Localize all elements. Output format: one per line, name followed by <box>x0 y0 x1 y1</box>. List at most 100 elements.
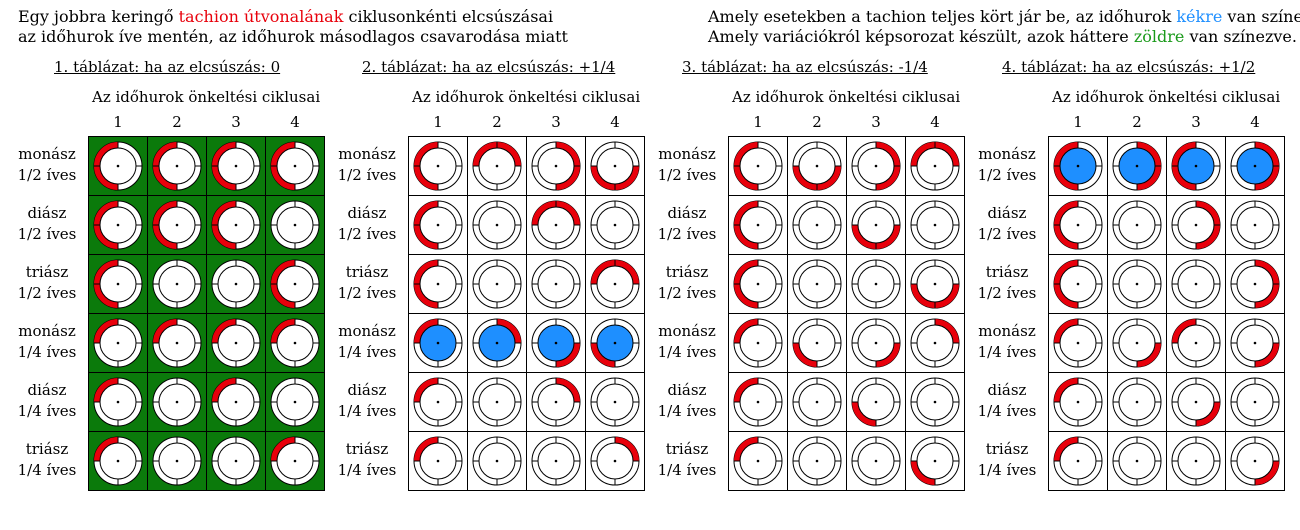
time-loop-dial <box>152 377 202 427</box>
grid-cell <box>586 373 644 431</box>
time-loop-dial <box>152 200 202 250</box>
row-label-arc: 1/4 íves <box>657 461 717 479</box>
dial-center-dot <box>436 223 440 227</box>
time-loop-dial <box>733 200 783 250</box>
grid-cell <box>468 314 526 372</box>
time-loop-dial <box>1053 318 1103 368</box>
dial-center-dot <box>234 223 238 227</box>
time-loop-dial <box>1171 200 1221 250</box>
grid-cell <box>148 255 206 313</box>
grid-cell <box>1049 137 1107 195</box>
table-title: 1. táblázat: ha az elcsúszás: 0 <box>54 58 281 76</box>
dial-center-dot <box>234 282 238 286</box>
header-right-line2: Amely variációkról képsorozat készült, a… <box>708 27 1300 47</box>
dial-center-dot <box>815 282 819 286</box>
dial-center-dot <box>1253 164 1257 168</box>
time-loop-dial <box>792 141 842 191</box>
row-label-arc: 1/2 íves <box>337 166 397 184</box>
grid-cell <box>586 137 644 195</box>
grid-cell <box>527 373 585 431</box>
grid-cell <box>1108 432 1166 490</box>
grid-cell <box>1049 314 1107 372</box>
header-left: Egy jobbra keringő tachion útvonalának c… <box>18 7 568 47</box>
grid-cell <box>729 196 787 254</box>
column-title: Az időhurok önkeltési ciklusai <box>732 88 961 106</box>
time-loop-dial <box>733 377 783 427</box>
grid-cell <box>89 255 147 313</box>
table-panel-3: 3. táblázat: ha az elcsúszás: -1/4 Az idő… <box>652 58 972 498</box>
time-loop-dial <box>472 141 522 191</box>
dial-center-dot <box>1076 164 1080 168</box>
column-title: Az időhurok önkeltési ciklusai <box>92 88 321 106</box>
table-panel-4: 4. táblázat: ha az elcsúszás: +1/2 Az idő… <box>972 58 1292 498</box>
row-label: triász 1/2 íves <box>972 262 1042 304</box>
dial-center-dot <box>815 459 819 463</box>
dial-center-dot <box>1076 282 1080 286</box>
tachion-path-arc <box>852 401 877 426</box>
time-loop-dial-blue <box>1053 141 1103 191</box>
grid-cell <box>906 432 964 490</box>
grid-cell <box>527 432 585 490</box>
grid-cell <box>409 137 467 195</box>
tachion-path-arc <box>1254 342 1279 367</box>
row-label-type: monász <box>658 322 716 340</box>
dial-center-dot <box>1194 459 1198 463</box>
time-loop-dial <box>590 200 640 250</box>
time-loop-dial <box>93 377 143 427</box>
time-loop-dial <box>270 200 320 250</box>
dial-center-dot <box>874 400 878 404</box>
dial-center-dot <box>756 223 760 227</box>
dial-center-dot <box>175 400 179 404</box>
grid-cell <box>266 314 324 372</box>
time-loop-dial <box>733 318 783 368</box>
time-loop-dial <box>851 377 901 427</box>
row-label-type: monász <box>338 145 396 163</box>
tachion-path-arc <box>153 319 178 344</box>
time-loop-dial <box>93 141 143 191</box>
time-loop-dial <box>1053 436 1103 486</box>
time-loop-dial <box>270 318 320 368</box>
row-label-type: diász <box>667 381 707 399</box>
time-loop-dial <box>590 259 640 309</box>
dial-center-dot <box>874 223 878 227</box>
row-label-arc: 1/2 íves <box>337 284 397 302</box>
time-loop-dial <box>590 141 640 191</box>
column-number: 4 <box>610 113 620 131</box>
dial-center-dot <box>1135 341 1139 345</box>
column-number: 2 <box>492 113 502 131</box>
time-loop-dial <box>472 200 522 250</box>
time-loop-dial <box>1171 436 1221 486</box>
row-label-arc: 1/4 íves <box>17 402 77 420</box>
time-loop-dial <box>1053 200 1103 250</box>
tachion-path-arc <box>911 460 936 485</box>
tachion-path-arc <box>1054 319 1079 344</box>
grid-cell <box>729 373 787 431</box>
grid-cell <box>906 196 964 254</box>
row-label: monász 1/2 íves <box>652 144 722 186</box>
tachion-path-arc <box>212 319 237 344</box>
time-loop-dial <box>211 377 261 427</box>
grid-cell <box>527 255 585 313</box>
time-loop-dial-blue <box>1112 141 1162 191</box>
grid-cell <box>468 373 526 431</box>
grid-cell <box>1226 314 1284 372</box>
row-label: monász 1/2 íves <box>12 144 82 186</box>
dial-center-dot <box>613 223 617 227</box>
time-loop-dial <box>1171 318 1221 368</box>
row-label-arc: 1/4 íves <box>17 343 77 361</box>
column-number: 2 <box>172 113 182 131</box>
grid-cell <box>586 255 644 313</box>
row-label-type: monász <box>978 145 1036 163</box>
time-loop-dial <box>1112 377 1162 427</box>
grid-cell <box>148 314 206 372</box>
dial-center-dot <box>495 341 499 345</box>
grid-cell <box>847 314 905 372</box>
grid-cell <box>1049 255 1107 313</box>
tachion-path-arc <box>591 342 616 367</box>
row-label: monász 1/4 íves <box>12 321 82 363</box>
dial-center-dot <box>175 341 179 345</box>
dial-center-dot <box>116 223 120 227</box>
tachion-path-arc <box>734 319 759 344</box>
row-label: monász 1/2 íves <box>332 144 402 186</box>
dial-center-dot <box>436 459 440 463</box>
